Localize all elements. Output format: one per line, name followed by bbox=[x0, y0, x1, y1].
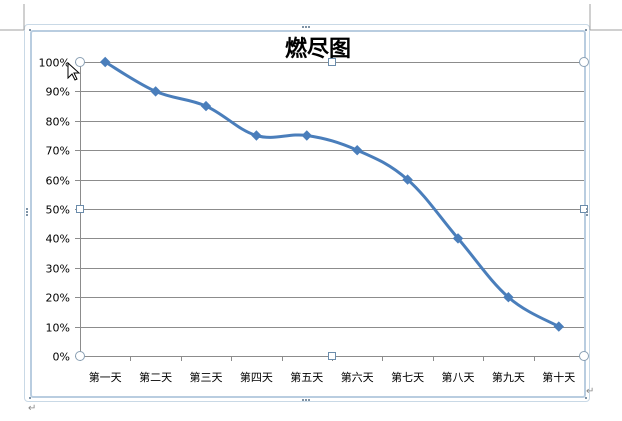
y-axis-labels: 100% 90% 80% 70% 60% 50% 40% 30% 20% 10% 0% bbox=[39, 57, 70, 364]
y-tick-label: 60% bbox=[46, 175, 70, 188]
x-tick-label: 第五天 bbox=[290, 370, 323, 384]
x-tick-label: 第四天 bbox=[240, 370, 273, 384]
data-point-marker[interactable] bbox=[251, 130, 262, 141]
paragraph-mark-2: ↵ bbox=[28, 403, 37, 414]
y-tick-label: 40% bbox=[46, 233, 70, 246]
frame-grip-dot[interactable] bbox=[29, 397, 31, 399]
frame-grip-dot[interactable] bbox=[586, 208, 588, 210]
y-tick-label: 0% bbox=[53, 351, 70, 364]
y-tick-label: 50% bbox=[46, 204, 70, 217]
corner-resize-handle[interactable] bbox=[75, 351, 85, 361]
series-markers[interactable] bbox=[99, 56, 565, 332]
chart-title[interactable]: 燃尽图 bbox=[285, 36, 351, 62]
x-tick-label: 第二天 bbox=[139, 370, 172, 384]
frame-grip-dot[interactable] bbox=[302, 26, 304, 28]
data-point-marker[interactable] bbox=[200, 100, 212, 112]
x-tick-label: 第十天 bbox=[542, 370, 575, 384]
frame-grip-dot[interactable] bbox=[586, 211, 588, 213]
y-tick-label: 10% bbox=[46, 322, 70, 335]
y-tick-label: 90% bbox=[46, 86, 70, 99]
data-point-marker[interactable] bbox=[503, 291, 514, 303]
corner-resize-handle[interactable] bbox=[579, 351, 589, 361]
data-point-marker[interactable] bbox=[351, 144, 363, 156]
x-tick-label: 第九天 bbox=[492, 370, 525, 384]
chart-area-selection-frame[interactable] bbox=[30, 30, 586, 398]
side-resize-handle[interactable] bbox=[328, 352, 336, 360]
frame-grip-dot[interactable] bbox=[586, 214, 588, 216]
frame-grip-dot[interactable] bbox=[585, 29, 587, 31]
y-tick-label: 80% bbox=[46, 116, 70, 129]
x-tick-label: 第一天 bbox=[89, 370, 122, 384]
frame-grip-dot[interactable] bbox=[308, 26, 310, 28]
x-axis-labels: 第一天 第二天 第三天 第四天 第五天 第六天 第七天 第八天 第九天 第十天 bbox=[89, 370, 576, 384]
x-tick-label: 第六天 bbox=[341, 370, 374, 384]
plot-area-resize-handles[interactable] bbox=[26, 26, 589, 401]
frame-grip-dot[interactable] bbox=[26, 208, 28, 210]
gridlines bbox=[75, 62, 584, 357]
page-margin-lines bbox=[0, 4, 622, 31]
data-point-marker[interactable] bbox=[402, 174, 413, 185]
chart-object-frame[interactable] bbox=[24, 24, 590, 402]
corner-resize-handle[interactable] bbox=[75, 57, 85, 67]
frame-grip-dot[interactable] bbox=[29, 29, 31, 31]
data-point-marker[interactable] bbox=[99, 56, 111, 68]
y-tick-label: 30% bbox=[46, 263, 70, 276]
side-resize-handle[interactable] bbox=[328, 58, 336, 66]
frame-grip-dot[interactable] bbox=[305, 26, 307, 28]
series-line[interactable] bbox=[103, 60, 561, 329]
x-tick-label: 第三天 bbox=[190, 370, 223, 384]
x-tick-label: 第八天 bbox=[442, 370, 475, 384]
mouse-pointer-icon bbox=[67, 61, 81, 81]
y-tick-label: 70% bbox=[46, 145, 70, 158]
data-point-marker[interactable] bbox=[553, 321, 565, 332]
data-point-marker[interactable] bbox=[452, 233, 464, 244]
side-resize-handle[interactable] bbox=[76, 205, 84, 213]
frame-grip-dot[interactable] bbox=[585, 397, 587, 399]
x-tick-label: 第七天 bbox=[391, 370, 424, 384]
frame-grip-dot[interactable] bbox=[26, 214, 28, 216]
data-point-marker[interactable] bbox=[301, 130, 313, 141]
y-tick-label: 20% bbox=[46, 292, 70, 305]
frame-grip-dot[interactable] bbox=[305, 399, 307, 401]
paragraph-mark-1: ↵ bbox=[586, 386, 595, 397]
data-point-marker[interactable] bbox=[150, 86, 161, 97]
frame-grip-dot[interactable] bbox=[26, 211, 28, 213]
frame-grip-dot[interactable] bbox=[308, 399, 310, 401]
corner-resize-handle[interactable] bbox=[579, 57, 589, 67]
y-tick-label: 100% bbox=[39, 57, 70, 70]
frame-grip-dot[interactable] bbox=[302, 399, 304, 401]
